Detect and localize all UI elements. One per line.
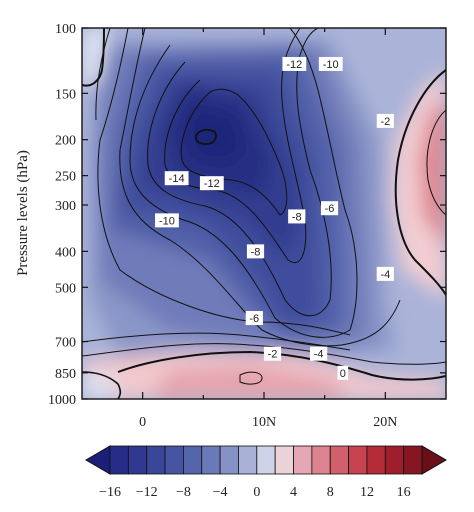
colorbar-tick-label: 4 (290, 485, 297, 500)
contour-line-minus-4-surface (82, 332, 351, 351)
contour-label: 0 (340, 368, 346, 380)
colorbar-swatch (293, 445, 313, 475)
contour-line-minus-8 (129, 28, 358, 338)
colorbar-tick-label: −12 (136, 485, 158, 500)
y-tick-label: 400 (55, 245, 76, 260)
colorbar-swatch (384, 445, 405, 475)
field-band-minus-16 (185, 105, 245, 165)
colorbar-swatch (238, 445, 258, 475)
colorbar-swatch (311, 445, 331, 475)
contour-label: -14 (169, 173, 185, 185)
contour-label: -2 (268, 349, 278, 361)
y-axis-title: Pressure levels (hPa) (15, 150, 31, 276)
contour-label-box (288, 209, 306, 224)
y-tick-label: 500 (55, 281, 76, 296)
contour-label: -8 (251, 246, 261, 258)
contour-label-box (337, 365, 349, 380)
contour-label-box (318, 56, 343, 71)
contour-label-layer: -12 -10 -2 -14 -12 -10 -8 -6 -8 -4 -6 -2 -4 0 (155, 56, 394, 380)
contour-label: -10 (159, 215, 175, 227)
y-tick-label: 100 (55, 22, 76, 37)
contour-label-box (376, 113, 394, 128)
x-axis: 0 10N 20N (139, 28, 397, 430)
contour-line-minus-14 (180, 88, 288, 216)
contour-line-zero-west (82, 28, 105, 87)
contour-label: -6 (325, 203, 335, 215)
contour-label-box (263, 346, 282, 361)
contour-line-minus-16 (194, 129, 217, 145)
colorbar-swatch (164, 445, 184, 475)
contour-line-positive-east-core (426, 109, 446, 216)
contour-label: -2 (380, 116, 390, 128)
contour-line-sw-negative (82, 371, 122, 399)
contour-label-box (320, 201, 339, 216)
contour-label: -4 (314, 349, 324, 361)
colorbar-swatch (329, 445, 349, 475)
x-tick-label: 20N (373, 415, 397, 430)
contour-label-box (199, 176, 224, 191)
y-axis: 100 150 200 250 300 400 500 700 850 1000 (48, 22, 446, 408)
y-tick-label: 300 (55, 199, 76, 214)
contour-label: -8 (292, 211, 302, 223)
colorbar-swatch (127, 445, 148, 475)
contour-label-box (246, 244, 265, 259)
contour-line-minus-2-surface (82, 343, 446, 365)
contour-line-minus-6 (119, 28, 401, 347)
colorbar-swatch (274, 445, 294, 475)
field-positive-surface-core (150, 365, 350, 399)
colorbar-tick-label: 0 (253, 485, 260, 500)
colorbar-tick-label: 16 (397, 485, 411, 500)
contour-label-box (245, 311, 263, 326)
contour-line-minus-2 (95, 28, 111, 121)
colorbar-tick-label: 12 (360, 485, 374, 500)
colorbar: −16 −12 −8 −4 0 4 8 12 16 (85, 445, 447, 500)
colorbar-swatch (146, 445, 166, 475)
field-shading (82, 28, 446, 399)
contour-line-zero-surface (117, 350, 446, 381)
colorbar-tick-label: 8 (327, 485, 334, 500)
colorbar-swatch (201, 445, 221, 475)
colorbar-swatch (403, 445, 423, 475)
contour-label: -6 (249, 313, 259, 325)
field-positive-east-core (418, 95, 446, 250)
y-tick-label: 1000 (48, 393, 76, 408)
x-tick-label: 0 (139, 415, 146, 430)
colorbar-swatch (183, 445, 203, 475)
colorbar-swatch (219, 445, 239, 475)
contour-label-box (164, 171, 189, 186)
colorbar-swatch (348, 445, 368, 475)
y-tick-label: 200 (55, 134, 76, 149)
contour-line-minus-12 (164, 28, 307, 263)
colorbar-tick-label: −8 (176, 485, 191, 500)
colorbar-swatch (109, 445, 129, 475)
y-tick-label: 850 (55, 367, 76, 382)
contour-line-positive-surface-core (239, 371, 263, 385)
colorbar-extend-min (85, 445, 111, 475)
colorbar-extend-max (421, 445, 447, 475)
colorbar-swatch (256, 445, 276, 475)
plot-area: -12 -10 -2 -14 -12 -10 -8 -6 -8 -4 -6 -2 -4 0 (82, 28, 446, 399)
contour-label: -12 (204, 178, 220, 190)
contour-line-zero-east (394, 69, 446, 296)
colorbar-swatch (366, 445, 386, 475)
contour-line-minus-4 (97, 28, 351, 336)
contour-label: -10 (323, 59, 339, 71)
x-tick-label: 10N (252, 415, 276, 430)
contour-label-box (310, 346, 328, 361)
colorbar-tick-label: −16 (99, 485, 121, 500)
contour-label: -4 (380, 269, 390, 281)
y-tick-label: 700 (55, 336, 76, 351)
contour-lines (82, 28, 446, 399)
contour-line-minus-10 (147, 28, 332, 317)
colorbar-tick-label: −4 (213, 485, 228, 500)
contour-label-box (282, 56, 307, 71)
contour-label-box (376, 266, 394, 281)
contour-label: -12 (286, 59, 302, 71)
contour-label-box (155, 213, 179, 228)
y-tick-label: 250 (55, 170, 76, 185)
y-tick-label: 150 (55, 87, 76, 102)
